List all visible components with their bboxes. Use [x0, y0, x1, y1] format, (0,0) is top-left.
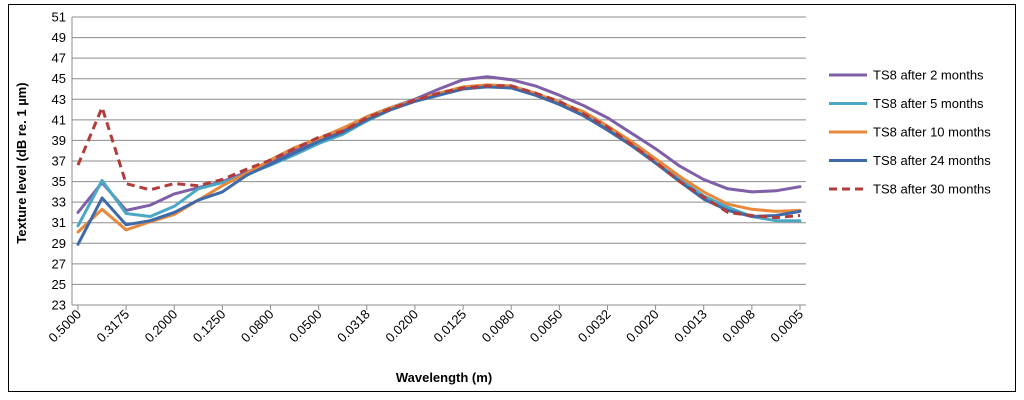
legend: TS8 after 2 months TS8 after 5 months TS8 …	[829, 68, 991, 197]
y-tick-label: 35	[52, 174, 66, 189]
x-tick-label: 0.0050	[527, 307, 566, 346]
y-tick-label: 37	[52, 154, 66, 169]
x-axis-ticks: 0.5000 0.3175 0.2000 0.1250 0.0800 0.0500 0.03…	[45, 305, 806, 345]
chart-frame: 23 25 27 29 31 33 35 37 39 41 43 45 47 49 51 0.5000 0.3…	[8, 4, 1016, 392]
x-tick-label: 0.2000	[142, 307, 181, 346]
y-tick-label: 49	[52, 30, 66, 45]
y-tick-label: 45	[52, 71, 66, 86]
x-tick-label: 0.0125	[430, 307, 469, 346]
x-tick-label: 0.3175	[94, 307, 133, 346]
y-tick-label: 41	[52, 112, 66, 127]
y-tick-label: 33	[52, 195, 66, 210]
series-line-3	[76, 83, 802, 234]
x-tick-label: 0.0008	[719, 307, 758, 346]
y-tick-label: 43	[52, 92, 66, 107]
x-tick-label: 0.0032	[575, 307, 614, 346]
legend-label-1: TS8 after 2 months	[873, 68, 984, 83]
y-tick-label: 25	[52, 277, 66, 292]
x-tick-label: 0.0800	[238, 307, 277, 346]
y-tick-label: 51	[52, 10, 66, 25]
gridlines	[71, 16, 806, 306]
y-tick-label: 29	[52, 236, 66, 251]
y-tick-label: 39	[52, 133, 66, 148]
x-tick-label: 0.0080	[479, 307, 518, 346]
x-tick-label: 0.0013	[671, 307, 710, 346]
legend-label-5: TS8 after 30 months	[873, 182, 991, 197]
series-line-4	[76, 85, 802, 246]
y-tick-label: 27	[52, 256, 66, 271]
x-tick-label: 0.0500	[286, 307, 325, 346]
series-line-5	[76, 84, 801, 220]
x-axis-title: Wavelength (m)	[396, 370, 492, 385]
legend-label-4: TS8 after 24 months	[873, 153, 991, 168]
x-tick-label: 0.1250	[190, 307, 229, 346]
line-chart: 23 25 27 29 31 33 35 37 39 41 43 45 47 49 51 0.5000 0.3…	[14, 10, 991, 386]
legend-label-3: TS8 after 10 months	[873, 125, 991, 140]
series-lines	[76, 75, 802, 246]
y-axis-ticks: 23 25 27 29 31 33 35 37 39 41 43 45 47 49 51	[52, 10, 66, 313]
y-axis-title: Texture level (dB re. 1 µm)	[14, 82, 29, 243]
x-tick-label: 0.0020	[623, 307, 662, 346]
x-tick-label: 0.0200	[382, 307, 421, 346]
x-tick-label: 0.0318	[334, 307, 373, 346]
y-tick-label: 23	[52, 298, 66, 313]
x-tick-label: 0.0005	[767, 307, 806, 346]
y-tick-label: 31	[52, 215, 66, 230]
y-tick-label: 47	[52, 51, 66, 66]
legend-label-2: TS8 after 5 months	[873, 96, 984, 111]
